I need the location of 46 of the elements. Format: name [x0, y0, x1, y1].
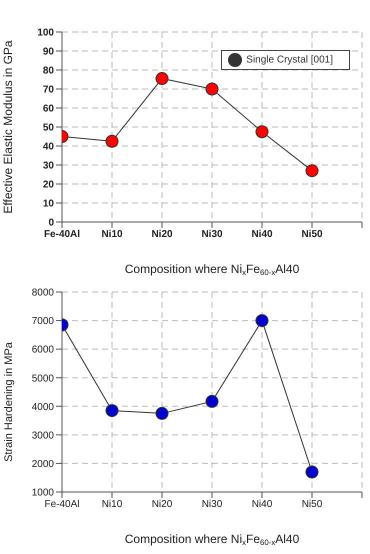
y-tick-label: 80	[42, 66, 54, 77]
point	[206, 82, 218, 96]
point	[156, 72, 168, 86]
y-tick-label: 90	[42, 46, 54, 58]
y-tick-label: 40	[42, 142, 54, 153]
x-tick-label: Ni10	[101, 229, 123, 240]
y-tick-label: 0	[48, 218, 54, 229]
x-tick-label: Ni30	[202, 499, 223, 510]
point	[256, 314, 268, 328]
y-tick-label: 6000	[32, 344, 54, 356]
y-tick-label: 1000	[32, 488, 54, 499]
x-tick-label: Ni50	[302, 499, 323, 510]
y-tick-label: 8000	[32, 288, 54, 299]
x-tick-label: Ni40	[252, 499, 273, 510]
x-axis-title: Composition where Ni$_{x}$Fe$_{60-x}$Al40	[124, 532, 300, 548]
y-tick-label: 60	[42, 104, 54, 115]
point	[306, 466, 318, 478]
y-tick-label: 10	[42, 198, 54, 210]
y-axis-title: Effective Elastic Modulus in GPa	[1, 40, 15, 214]
y-tick-label: 4000	[32, 402, 54, 413]
point	[206, 394, 218, 408]
y-tick-label: 30	[42, 160, 54, 172]
y-tick-label: 70	[42, 84, 54, 96]
y-tick-label: 100	[37, 28, 54, 39]
x-tick-label: Ni20	[152, 499, 173, 510]
x-tick-label: Fe-40Al	[44, 229, 80, 240]
x-tick-label: Fe-40Al	[44, 499, 80, 510]
x-tick-label: Ni10	[102, 499, 123, 510]
x-axis-title: Composition where Ni$_{x}$Fe$_{60-x}$Al40	[124, 262, 300, 278]
y-tick-label: 3000	[32, 430, 54, 442]
y-tick-label: 5000	[32, 373, 54, 384]
point	[106, 404, 118, 418]
x-tick-label: Ni20	[151, 229, 173, 240]
legend-label: Single Crystal [001]	[246, 54, 333, 66]
x-tick-label: Ni30	[201, 229, 223, 240]
x-tick-label: Ni40	[251, 229, 273, 240]
point	[106, 134, 118, 148]
point	[256, 125, 268, 138]
x-tick-label: Ni50	[301, 229, 323, 240]
y-tick-label: 20	[42, 180, 54, 191]
y-axis-title: Strain Hardening in MPa	[3, 341, 15, 462]
y-tick-label: 2000	[32, 458, 54, 470]
y-tick-label: 7000	[32, 316, 54, 328]
y-tick-label: 50	[42, 122, 54, 134]
point	[156, 406, 168, 420]
point	[306, 164, 318, 178]
